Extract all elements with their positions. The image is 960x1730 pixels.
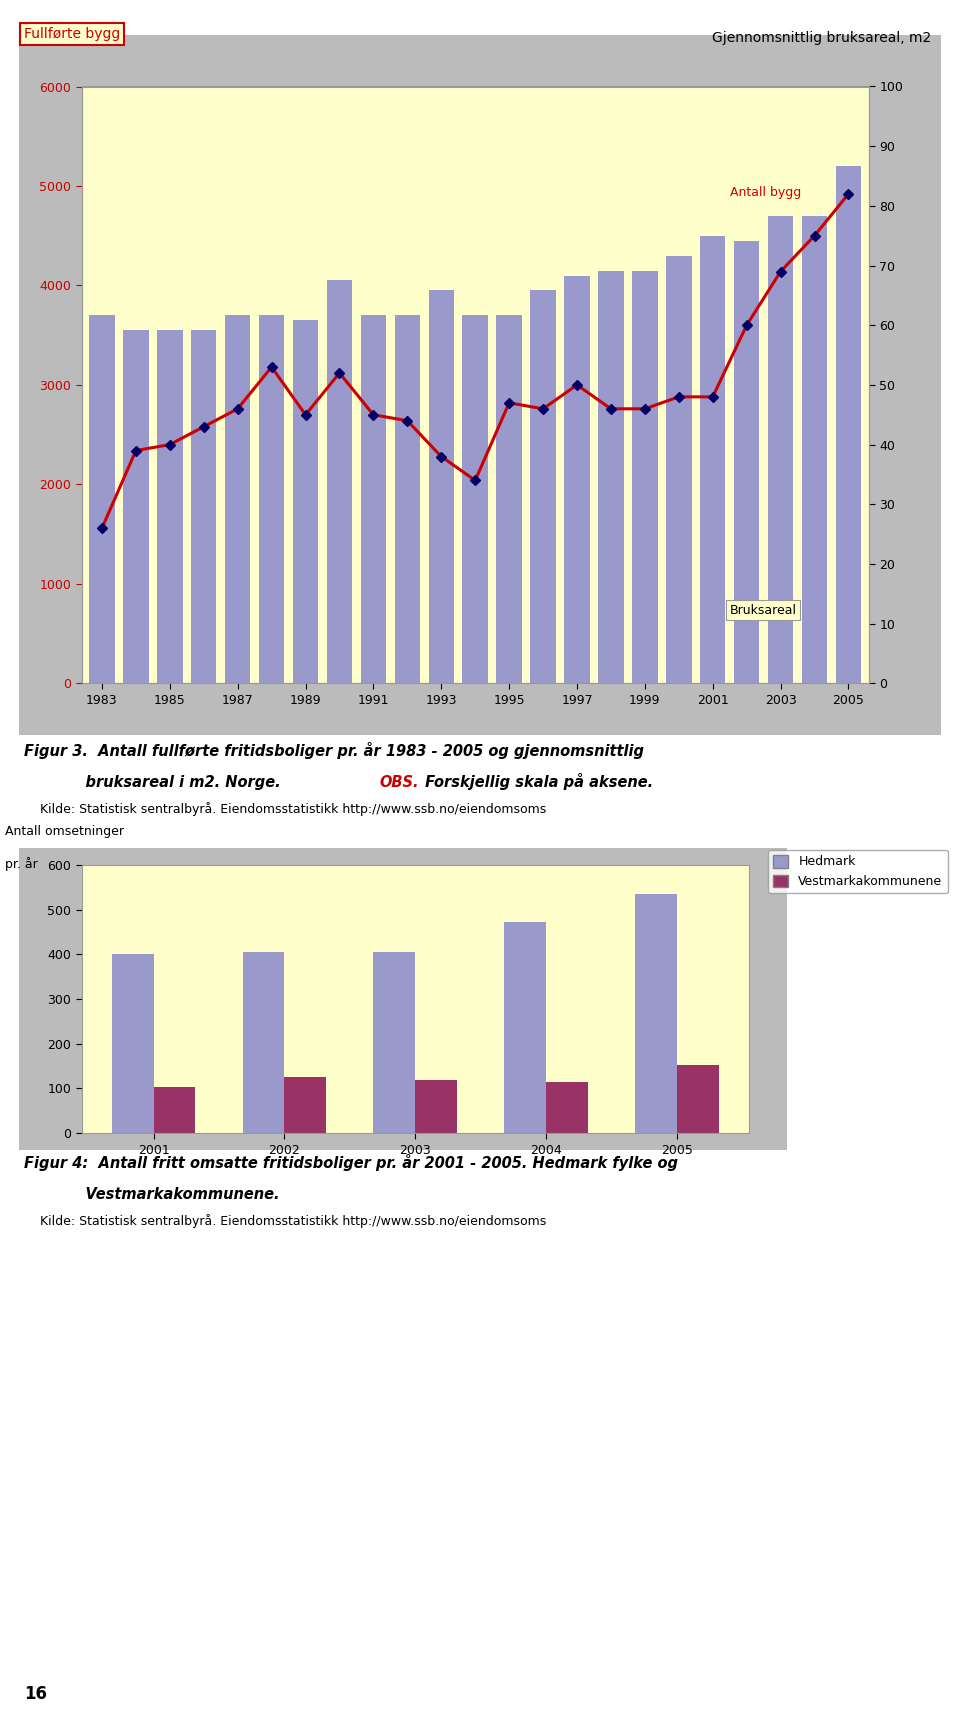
Bar xyxy=(293,320,319,683)
Legend: Hedmark, Vestmarkakommunene: Hedmark, Vestmarkakommunene xyxy=(768,849,948,893)
Bar xyxy=(154,1086,196,1133)
Bar xyxy=(259,315,284,683)
Bar xyxy=(463,315,488,683)
Bar xyxy=(496,315,522,683)
Bar xyxy=(191,330,216,683)
Text: bruksareal i m2. Norge.: bruksareal i m2. Norge. xyxy=(24,775,286,791)
Text: 16: 16 xyxy=(24,1685,47,1702)
Bar xyxy=(700,235,726,683)
Text: pr. år: pr. år xyxy=(5,856,37,870)
Bar xyxy=(326,280,352,683)
Bar xyxy=(734,240,759,683)
Text: Fullførte bygg: Fullførte bygg xyxy=(24,28,120,42)
Bar xyxy=(225,315,251,683)
Bar xyxy=(632,270,658,683)
Text: Antall omsetninger: Antall omsetninger xyxy=(5,825,124,837)
Bar xyxy=(157,330,182,683)
Text: Antall bygg: Antall bygg xyxy=(730,185,801,199)
Text: Figur 3.  Antall fullførte fritidsboliger pr. år 1983 - 2005 og gjennomsnittlig: Figur 3. Antall fullførte fritidsboliger… xyxy=(24,742,644,759)
Bar xyxy=(836,166,861,683)
Bar xyxy=(111,955,154,1133)
Bar xyxy=(89,315,114,683)
Bar xyxy=(802,216,828,683)
Bar xyxy=(598,270,624,683)
Bar xyxy=(666,256,691,683)
Bar xyxy=(635,894,677,1133)
Text: Kilde: Statistisk sentralbyrå. Eiendomsstatistikk http://www.ssb.no/eiendomsoms: Kilde: Statistisk sentralbyrå. Eiendomss… xyxy=(24,803,546,817)
Text: Gjennomsnittlig bruksareal, m2: Gjennomsnittlig bruksareal, m2 xyxy=(712,31,931,45)
Bar xyxy=(243,952,284,1133)
Text: Vestmarkakommunene.: Vestmarkakommunene. xyxy=(24,1187,279,1202)
Bar xyxy=(677,1064,719,1133)
Bar xyxy=(361,315,386,683)
Text: Forskjellig skala på aksene.: Forskjellig skala på aksene. xyxy=(420,773,654,791)
Text: Bruksareal: Bruksareal xyxy=(730,604,797,616)
Bar xyxy=(530,291,556,683)
Bar xyxy=(415,1080,457,1133)
Text: OBS.: OBS. xyxy=(379,775,419,791)
Bar xyxy=(284,1076,326,1133)
Bar xyxy=(373,952,415,1133)
Text: Kilde: Statistisk sentralbyrå. Eiendomsstatistikk http://www.ssb.no/eiendomsoms: Kilde: Statistisk sentralbyrå. Eiendomss… xyxy=(24,1214,546,1228)
Bar xyxy=(546,1083,588,1133)
Bar xyxy=(504,922,546,1133)
Bar xyxy=(428,291,454,683)
Text: Figur 4:  Antall fritt omsatte fritidsboliger pr. år 2001 - 2005. Hedmark fylke : Figur 4: Antall fritt omsatte fritidsbol… xyxy=(24,1154,678,1171)
Bar xyxy=(395,315,420,683)
Bar xyxy=(123,330,149,683)
Bar xyxy=(768,216,793,683)
Bar xyxy=(564,275,589,683)
